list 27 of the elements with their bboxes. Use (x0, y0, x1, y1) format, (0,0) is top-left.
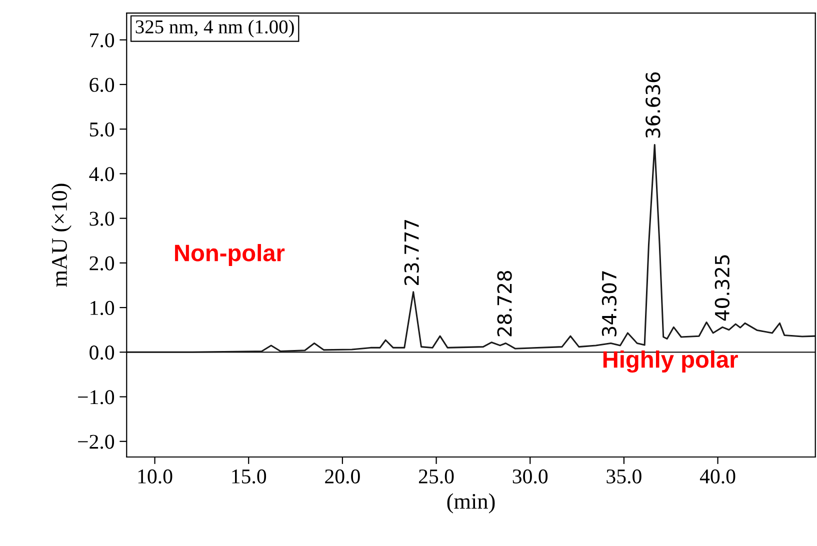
y-tick-label: 3.0 (90, 212, 114, 226)
y-tick-label: 7.0 (90, 33, 114, 48)
annotation: 34.307 (602, 271, 617, 336)
x-tick-label: 35.0 (606, 469, 642, 484)
annotation: Non-polar (175, 244, 285, 266)
annotation: 325 nm, 4 nm (1.00) (136, 20, 294, 38)
y-tick-label: 1.0 (90, 300, 114, 316)
annotation: 28.728 (497, 270, 512, 336)
y-tick-label: 6.0 (90, 78, 114, 92)
annotation: Highly polar (603, 350, 738, 373)
annotation: 36.636 (646, 72, 660, 138)
x-tick-label: 40.0 (700, 469, 736, 484)
x-tick-label: 30.0 (512, 469, 548, 484)
annotation: 23.777 (404, 220, 419, 285)
x-tick-label: 15.0 (232, 469, 266, 484)
x-tick-label: 25.0 (418, 469, 454, 484)
y-tick-label: −2.0 (78, 434, 114, 449)
y-tick-label: −1.0 (78, 390, 114, 404)
y-tick-label: 2.0 (90, 256, 114, 270)
x-tick-label: 20.0 (325, 469, 360, 484)
y-axis-title: mAU (×10) (51, 184, 72, 287)
annotation: 40.325 (714, 255, 730, 321)
y-tick-label: 5.0 (90, 122, 114, 137)
y-tick-label: 0.0 (90, 346, 114, 360)
y-tick-label: 4.0 (89, 167, 114, 182)
x-tick-label: 10.0 (138, 469, 172, 484)
x-axis-title: (min) (447, 493, 495, 514)
